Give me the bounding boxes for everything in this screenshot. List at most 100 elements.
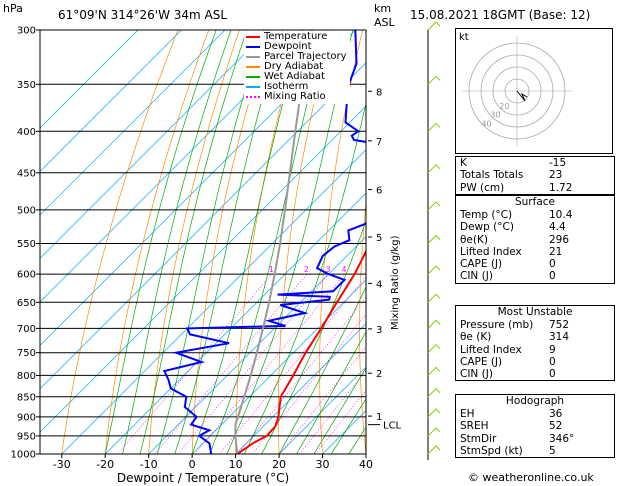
dry-adiabat	[61, 30, 179, 454]
wet-adiabat	[330, 398, 366, 454]
legend-item: Temperature	[246, 32, 347, 42]
legend-item: Isotherm	[246, 82, 347, 92]
table-row: Lifted Index 9	[456, 344, 614, 356]
row-key: Lifted Index	[460, 343, 522, 356]
x-tick-label: 40	[359, 458, 373, 471]
legend-swatch	[246, 96, 260, 98]
dry-adiabat	[398, 30, 424, 454]
pressure-tick-label: 350	[17, 80, 36, 91]
table-row: Lifted Index 21	[456, 246, 614, 258]
table-row: PW (cm) 1.72	[456, 182, 614, 194]
row-value: 0	[549, 368, 556, 381]
km-tick-label: 3	[376, 325, 382, 336]
table-row: K -15	[456, 157, 614, 169]
table-row: θe (K) 314	[456, 331, 614, 343]
km-tick-label: 2	[376, 369, 382, 380]
row-value: 314	[549, 331, 570, 344]
pressure-tick-label: 300	[17, 26, 36, 37]
table-row: Temp (°C) 10.4	[456, 209, 614, 221]
table-row: StmSpd (kt) 5	[456, 445, 614, 457]
table-row: CAPE (J) 0	[456, 258, 614, 270]
isotherm	[40, 30, 139, 129]
row-key: CIN (J)	[460, 270, 493, 283]
legend: Temperature Dewpoint Parcel Trajectory Dry …	[244, 31, 350, 104]
isotherm	[40, 30, 226, 216]
row-key: StmDir	[460, 432, 497, 445]
km-tick-label: 8	[376, 87, 382, 98]
table-row: CIN (J) 0	[456, 368, 614, 380]
row-key: K	[460, 157, 467, 169]
legend-swatch	[246, 66, 260, 68]
row-value: 36	[549, 408, 563, 420]
legend-item: Dry Adiabat	[246, 62, 347, 72]
wind-barb	[427, 319, 441, 329]
pressure-tick-label: 500	[17, 205, 36, 216]
km-tick-label: 1	[376, 412, 382, 423]
legend-swatch	[246, 86, 260, 88]
pressure-tick-label: 900	[17, 412, 36, 423]
row-key: Dewp (°C)	[460, 221, 514, 234]
legend-swatch	[246, 56, 260, 58]
hodograph-ring-label: 40	[481, 120, 491, 129]
row-value: 52	[549, 420, 563, 433]
row-value: 23	[549, 169, 563, 182]
wind-barb	[427, 122, 441, 132]
surface-table: Surface Temp (°C) 10.4 Dewp (°C) 4.4 θe(K) 29…	[455, 195, 615, 284]
table-row: Pressure (mb) 752	[456, 319, 614, 331]
most-unstable-table: Most Unstable Pressure (mb) 752 θe (K) 314 L…	[455, 305, 615, 382]
row-key: StmSpd (kt)	[460, 444, 523, 457]
row-value: 4.4	[549, 221, 566, 234]
surface-title: Surface	[514, 196, 555, 208]
wind-barb	[427, 427, 441, 437]
mixing-ratio-tick-label: 2	[304, 265, 309, 274]
row-value: -15	[549, 157, 567, 169]
row-key: CIN (J)	[460, 368, 493, 381]
row-value: 0	[549, 355, 556, 368]
km-tick-label: 6	[376, 186, 382, 197]
mixing-ratio-tick-label: 3	[326, 265, 331, 274]
mixing-ratio-line	[154, 273, 308, 454]
table-row: CAPE (J) 0	[456, 356, 614, 368]
x-tick-label: -20	[96, 458, 114, 471]
copyright-text[interactable]: © weatheronline.co.uk	[468, 471, 594, 484]
wind-barb	[427, 293, 441, 303]
legend-item: Parcel Trajectory	[246, 52, 347, 62]
series-parcel-trajectory	[234, 30, 313, 454]
row-value: 346°	[549, 432, 575, 445]
row-value: 9	[549, 343, 556, 356]
km-tick-label: 7	[376, 137, 382, 148]
wind-barb	[427, 343, 441, 354]
table-row: θe(K) 296	[456, 234, 614, 246]
datetime-title: 15.08.2021 18GMT (Base: 12)	[410, 8, 591, 22]
hodograph-ring-label: 20	[499, 102, 509, 111]
wet-adiabat	[296, 331, 366, 454]
legend-item: Wet Adiabat	[246, 72, 347, 82]
row-value: 0	[549, 270, 556, 283]
x-tick-label: -10	[140, 458, 158, 471]
wind-barb	[427, 445, 441, 455]
wind-barb	[427, 234, 441, 244]
row-key: Totals Totals	[460, 169, 524, 182]
pressure-tick-label: 750	[17, 348, 36, 359]
legend-swatch	[246, 76, 260, 78]
table-row: StmDir 346°	[456, 433, 614, 445]
hodograph-table: Hodograph EH 36 SREH 52 StmDir 346° StmSpd (kt…	[455, 394, 615, 459]
x-tick-label: -30	[53, 458, 71, 471]
row-key: θe(K)	[460, 233, 488, 246]
wet-adiabat	[313, 367, 366, 454]
x-tick-label: 10	[229, 458, 243, 471]
legend-label: Temperature	[264, 31, 328, 42]
wind-barb	[427, 21, 441, 31]
wind-barb	[427, 265, 441, 275]
isotherm	[148, 236, 366, 454]
km-tick-label: 5	[376, 233, 382, 244]
isotherm	[191, 279, 366, 454]
most-unstable-title: Most Unstable	[497, 306, 573, 318]
legend-item: Dewpoint	[246, 42, 347, 52]
legend-label: Dry Adiabat	[264, 61, 324, 72]
hodograph-trace	[516, 90, 528, 102]
legend-label: Parcel Trajectory	[264, 51, 347, 62]
mixing-ratio-tick-label: 20	[441, 265, 451, 274]
pressure-tick-label: 850	[17, 392, 36, 403]
km-label: km	[374, 2, 392, 15]
